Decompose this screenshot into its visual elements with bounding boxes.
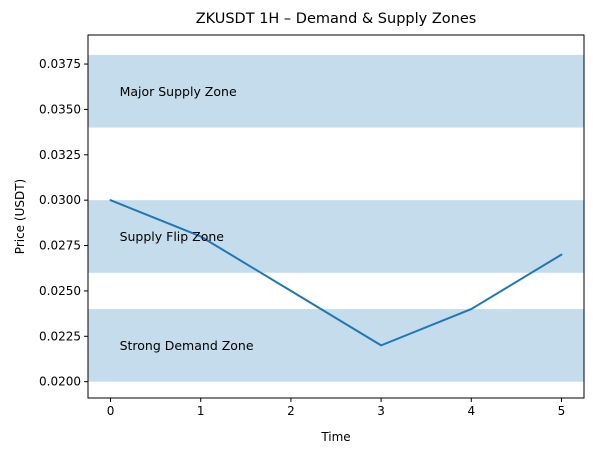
x-tick-label: 5: [558, 404, 566, 418]
zone-labels-layer: Major Supply Zone Supply Flip Zone Strong …: [120, 84, 254, 353]
series-layer: [109, 199, 563, 347]
zones-layer: [88, 54, 584, 382]
x-tick-label: 2: [287, 404, 295, 418]
zone-label: Major Supply Zone: [120, 84, 237, 99]
y-tick-label: 0.0300: [39, 193, 81, 207]
y-axis-label: Price (USDT): [13, 179, 27, 254]
y-tick-label: 0.0225: [39, 329, 81, 343]
zone-band: [88, 309, 584, 382]
y-tick-label: 0.0275: [39, 239, 81, 253]
zone-band: [88, 54, 584, 128]
x-tick-label: 0: [107, 404, 115, 418]
x-axis: 0 1 2 3 4 5: [107, 398, 566, 418]
y-tick-label: 0.0375: [39, 57, 81, 71]
x-tick-label: 1: [197, 404, 205, 418]
plot-frame: [87, 34, 585, 399]
x-tick-label: 3: [377, 404, 385, 418]
y-tick-label: 0.0200: [39, 375, 81, 389]
chart-title: ZKUSDT 1H – Demand & Supply Zones: [196, 11, 477, 27]
y-axis: 0.0200 0.0225 0.0250 0.0275 0.0300 0.0325 0.03…: [39, 57, 88, 389]
zone-label: Strong Demand Zone: [120, 338, 254, 353]
x-axis-label: Time: [320, 430, 350, 444]
zone-label: Supply Flip Zone: [120, 229, 225, 244]
y-tick-label: 0.0325: [39, 148, 81, 162]
price-line: [109, 199, 563, 347]
y-tick-label: 0.0350: [39, 102, 81, 116]
y-tick-label: 0.0250: [39, 284, 81, 298]
zone-band: [88, 200, 584, 273]
x-tick-label: 4: [467, 404, 475, 418]
